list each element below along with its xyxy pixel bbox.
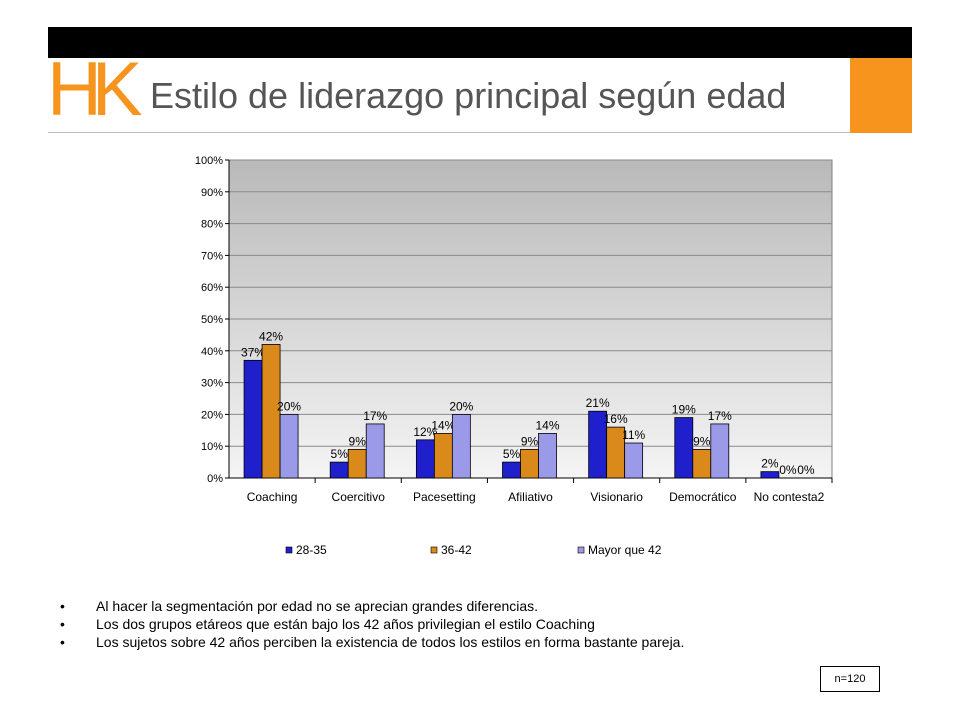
bar (760, 471, 780, 479)
bar (520, 448, 539, 479)
legend-label: 36-42 (441, 543, 472, 557)
data-label: 0% (797, 463, 815, 477)
bar (243, 359, 263, 479)
data-label: 21% (586, 396, 610, 410)
bar (347, 448, 367, 479)
y-tick-label: 100% (195, 155, 223, 167)
data-label: 20% (277, 399, 301, 413)
data-label: 12% (413, 425, 437, 439)
bar (710, 423, 730, 479)
legend-label: 28-35 (296, 543, 327, 557)
bullet-dot: • (60, 598, 65, 614)
legend-swatch (285, 546, 293, 554)
x-tick-label: Visionario (590, 490, 643, 504)
x-tick-label: Afiliativo (508, 490, 553, 504)
bar-chart: 0% 10% 20% 30% 40% 50% 60% 70% 80% 90% 100% Coachin… (195, 155, 833, 557)
header-bar (48, 27, 912, 58)
data-label: 9% (349, 434, 367, 448)
data-label: 0% (779, 463, 797, 477)
bar (415, 439, 435, 479)
bar (261, 344, 281, 479)
data-label: 2% (761, 457, 779, 471)
data-label: 14% (535, 418, 559, 432)
x-tick-label: Democrático (669, 490, 737, 504)
bar (433, 433, 453, 479)
data-label: 11% (622, 428, 645, 442)
title-divider (48, 132, 850, 133)
x-tick-label: Coaching (247, 490, 298, 504)
y-tick-label: 90% (201, 187, 223, 199)
bar (365, 423, 385, 479)
y-tick-label: 80% (201, 219, 223, 231)
y-tick-label: 10% (201, 441, 223, 453)
bar (279, 413, 299, 479)
bullet-dot: • (60, 634, 65, 650)
x-tick-label: Coercitivo (332, 490, 386, 504)
data-label: 17% (708, 409, 732, 423)
bullet-dot: • (60, 616, 65, 632)
sample-size-note: n=120 (820, 666, 880, 692)
bar (538, 433, 557, 479)
y-tick-label: 0% (207, 473, 223, 485)
y-tick-label: 30% (201, 378, 223, 390)
data-label: 20% (449, 399, 473, 413)
legend-label: Mayor que 42 (588, 543, 662, 557)
data-label: 14% (431, 418, 455, 432)
accent-block (850, 58, 912, 133)
bar (624, 442, 644, 479)
bar (674, 417, 694, 479)
bullet-text: Los sujetos sobre 42 años perciben la ex… (96, 634, 685, 650)
bar (692, 448, 712, 479)
data-label: 17% (363, 409, 387, 423)
y-tick-label: 50% (201, 314, 223, 326)
data-label: 9% (521, 434, 539, 448)
data-label: 19% (672, 403, 696, 417)
bar (329, 461, 349, 479)
bar (502, 461, 521, 479)
data-label: 9% (693, 434, 711, 448)
data-label: 16% (604, 412, 628, 426)
data-label: 5% (331, 447, 349, 461)
page-title: Estilo de liderazgo principal según edad (150, 75, 787, 116)
logo: HK (47, 47, 143, 132)
data-label: 5% (503, 447, 521, 461)
legend-swatch (577, 546, 585, 554)
legend-swatch (430, 546, 438, 554)
y-tick-label: 20% (201, 409, 223, 421)
x-tick-label: Pacesetting (413, 490, 476, 504)
x-tick-label: No contesta2 (754, 490, 825, 504)
bullet-text: Los dos grupos etáreos que están bajo lo… (96, 616, 595, 632)
y-tick-label: 40% (201, 346, 223, 358)
y-tick-label: 60% (201, 282, 223, 294)
y-tick-label: 70% (201, 250, 223, 262)
bar (451, 413, 471, 479)
bullet-text: Al hacer la segmentación por edad no se … (96, 598, 539, 614)
data-label: 37% (241, 345, 265, 359)
data-label: 42% (259, 329, 283, 343)
